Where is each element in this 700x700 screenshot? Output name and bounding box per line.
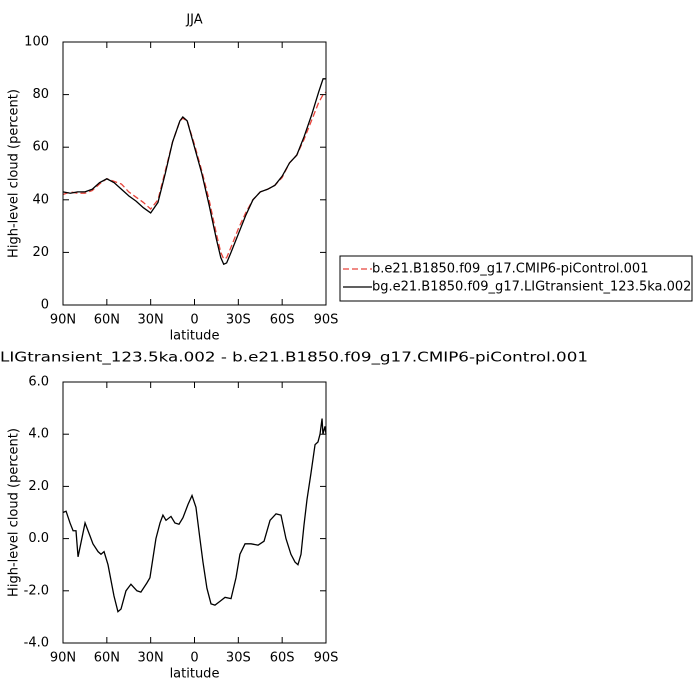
x-tick-label: 60S xyxy=(270,651,295,666)
y-tick-label: 4.0 xyxy=(28,427,49,442)
y-tick-label: 20 xyxy=(32,245,49,260)
y-tick-label: 2.0 xyxy=(28,479,49,494)
data-line xyxy=(62,418,327,613)
y-tick-label: 0.0 xyxy=(28,531,49,546)
legend-box xyxy=(339,255,693,302)
y-axis-label: High-level cloud (percent) xyxy=(7,428,22,597)
x-tick-label: 60S xyxy=(270,313,295,328)
chart-title: JJA xyxy=(185,13,202,28)
x-tick-label: 0 xyxy=(190,313,198,328)
y-tick-label: 6.0 xyxy=(28,375,49,390)
plot xyxy=(62,381,327,644)
plot-frame xyxy=(62,41,327,306)
x-tick-label: 60N xyxy=(94,651,120,666)
x-axis-label: latitude xyxy=(170,329,220,344)
legend-label: bg.e21.B1850.f09_g17.LIGtransient_123.5k… xyxy=(372,280,691,295)
y-tick-label: 80 xyxy=(32,87,49,102)
y-tick-label: 0 xyxy=(41,298,49,313)
x-tick-label: 60N xyxy=(94,313,120,328)
plot-frame xyxy=(62,381,327,644)
x-tick-label: 90N xyxy=(50,313,76,328)
x-tick-label: 90N xyxy=(50,651,76,666)
x-tick-label: 90S xyxy=(314,313,339,328)
x-axis-label: latitude xyxy=(170,667,220,682)
plot xyxy=(62,41,327,306)
x-tick-label: 30N xyxy=(138,313,164,328)
x-tick-label: 0 xyxy=(190,651,198,666)
x-tick-label: 90S xyxy=(314,651,339,666)
legend-label: b.e21.B1850.f09_g17.CMIP6-piControl.001 xyxy=(372,262,648,277)
y-tick-label: 40 xyxy=(32,192,49,207)
y-tick-label: -2.0 xyxy=(24,583,49,598)
data-line xyxy=(62,91,327,260)
y-tick-label: -4.0 xyxy=(24,636,49,651)
y-tick-label: 100 xyxy=(24,35,49,50)
x-tick-label: 30S xyxy=(226,651,251,666)
x-tick-label: 30S xyxy=(226,313,251,328)
y-tick-label: 60 xyxy=(32,140,49,155)
x-tick-label: 30N xyxy=(138,651,164,666)
y-axis-label: High-level cloud (percent) xyxy=(7,89,22,258)
data-line xyxy=(62,78,326,266)
chart-title: LIGtransient_123.5ka.002 - b.e21.B1850.f… xyxy=(0,351,588,366)
